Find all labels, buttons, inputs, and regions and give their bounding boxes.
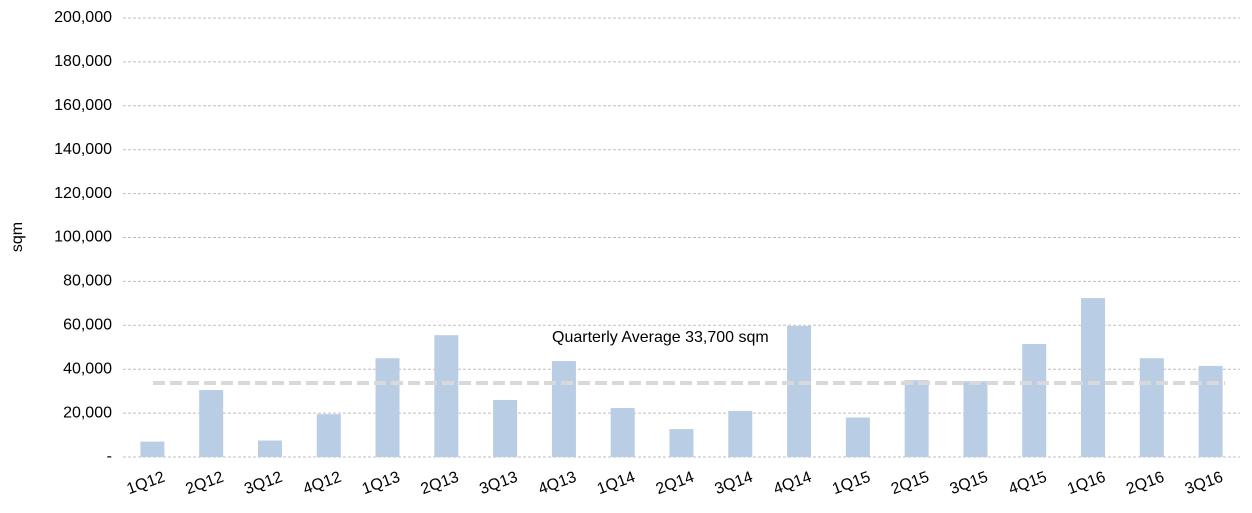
x-tick-label: 4Q12 [301,469,344,498]
x-tick-label: 4Q15 [1006,469,1049,498]
y-tick-label: - [107,448,112,465]
bar [1081,298,1106,457]
x-tick-label: 2Q14 [654,469,697,498]
y-axis-label: sqm [9,222,26,252]
x-tick-label: 2Q12 [183,469,226,498]
bar [551,361,576,457]
bar [316,414,341,457]
x-tick-label: 3Q12 [242,469,285,498]
y-tick-label: 120,000 [54,185,112,202]
x-tick-label: 1Q16 [1065,469,1108,498]
x-tick-label: 1Q13 [360,469,403,498]
average-annotation: Quarterly Average 33,700 sqm [552,329,769,346]
y-tick-label: 200,000 [54,9,112,26]
x-tick-label: 1Q14 [595,469,638,498]
y-tick-label: 40,000 [63,360,112,377]
x-tick-label: 4Q14 [771,469,814,498]
x-tick-label: 2Q15 [889,469,932,498]
y-tick-label: 60,000 [63,317,112,334]
bar [493,399,518,457]
x-tick-label: 3Q15 [948,469,991,498]
y-tick-label: 160,000 [54,97,112,114]
bar [669,429,694,457]
bar [728,410,753,457]
y-tick-label: 180,000 [54,53,112,70]
bar [787,325,812,457]
bar [199,390,224,457]
y-tick-label: 20,000 [63,404,112,421]
x-tick-label: 1Q12 [125,469,168,498]
bar [963,381,988,457]
bar [140,441,165,457]
bar [845,417,870,457]
x-tick-label: 3Q14 [713,469,756,498]
bar [1022,343,1047,457]
bar [257,440,282,457]
bar [434,335,459,457]
x-tick-label: 1Q15 [830,469,873,498]
y-tick-label: 140,000 [54,141,112,158]
y-tick-label: 80,000 [63,273,112,290]
x-tick-label: 2Q16 [1124,469,1167,498]
bar [610,408,635,457]
y-tick-label: 100,000 [54,229,112,246]
bar [904,380,929,457]
x-tick-label: 4Q13 [536,469,579,498]
bar [1139,358,1164,457]
x-tick-label: 3Q16 [1183,469,1226,498]
x-tick-label: 2Q13 [419,469,462,498]
x-tick-label: 3Q13 [477,469,520,498]
bar [375,358,400,457]
bar [1198,365,1223,457]
